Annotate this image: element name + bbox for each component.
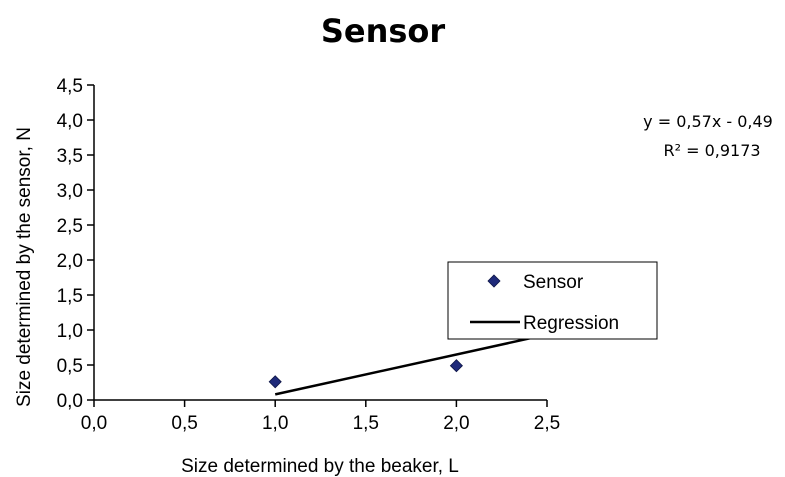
legend: Sensor Regression: [447, 261, 658, 340]
regression-equation: y = 0,57x - 0,49: [643, 112, 773, 131]
x-tick-label: 1,0: [262, 413, 288, 434]
y-tick-label: 2,0: [57, 251, 83, 272]
x-ticks: 0,0 0,5 1,0 1,5 2,0 2,5: [81, 400, 560, 434]
y-tick-label: 4,0: [57, 111, 83, 132]
r-squared-value: R² = 0,9173: [663, 141, 760, 160]
x-tick-label: 0,0: [81, 413, 107, 434]
y-tick-label: 0,0: [57, 391, 83, 412]
y-axis-label: Size determined by the sensor, N: [14, 127, 35, 407]
x-tick-label: 2,5: [534, 413, 560, 434]
y-tick-label: 3,0: [57, 181, 83, 202]
x-tick-label: 1,5: [353, 413, 379, 434]
chart-title: Sensor: [321, 12, 446, 50]
legend-label-regression: Regression: [523, 313, 619, 334]
y-ticks: 0,0 0,5 1,0 1,5 2,0 2,5 3,0 3,5 4,0 4,5: [57, 76, 94, 412]
x-axis-label: Size determined by the beaker, L: [181, 456, 459, 477]
y-tick-label: 4,5: [57, 76, 83, 97]
legend-label-sensor: Sensor: [523, 272, 584, 293]
legend-box: [447, 261, 658, 340]
y-tick-label: 0,5: [57, 356, 83, 377]
x-tick-label: 2,0: [443, 413, 469, 434]
data-point-sensor: [268, 375, 282, 389]
plot-area: [268, 335, 539, 396]
y-tick-label: 1,5: [57, 286, 83, 307]
regression-line: [274, 335, 539, 396]
y-tick-label: 2,5: [57, 216, 83, 237]
data-point-sensor: [449, 359, 463, 373]
y-tick-label: 1,0: [57, 321, 83, 342]
x-tick-label: 0,5: [171, 413, 197, 434]
y-tick-label: 3,5: [57, 146, 83, 167]
legend-diamond-marker: [487, 274, 501, 288]
